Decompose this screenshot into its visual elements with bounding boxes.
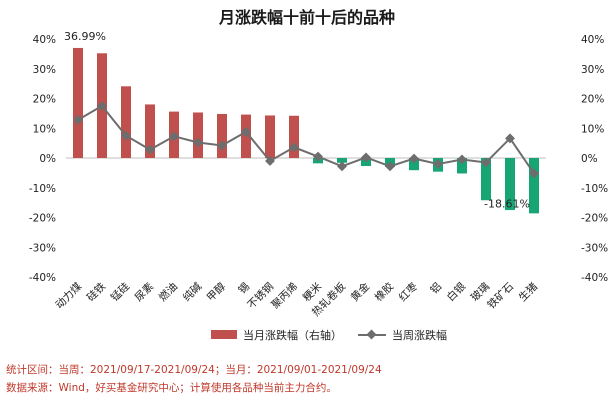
left-tick-label: 0% [39,153,56,165]
left-tick-label: -20% [29,213,56,225]
line-point [505,133,515,144]
category-label: 锡 [236,280,253,297]
line-point [409,153,419,164]
footer-source: 数据来源：Wind，好买基金研究中心；计算使用各品种当前主力合约。 [6,382,337,394]
legend-line-label: 当周涨跌幅 [392,328,447,342]
category-label: 橡胶 [372,280,396,304]
right-tick-label: 40% [581,34,604,46]
footer-period: 统计区间：当周：2021/09/17-2021/09/24；当月：2021/09… [6,364,382,376]
line-point [481,157,491,168]
line-point [217,140,227,151]
line-point [97,100,107,111]
bar [217,113,227,158]
category-label: 动力煤 [53,280,85,312]
left-axis: -40% -30% -20% -10% 0% 10% 20% 30% 40% [29,34,56,284]
line-point [433,159,443,169]
category-label: 纯碱 [180,280,204,304]
legend-bar-label: 当月涨跌幅（右轴） [243,328,342,342]
left-tick-label: -30% [29,242,56,254]
bar [337,158,347,163]
line-point [193,137,203,148]
category-label: 红枣 [396,280,420,304]
data-label-min: -18.61% [484,197,530,210]
line-point [457,154,467,165]
bar [265,115,275,158]
right-tick-label: 10% [581,123,604,135]
legend-line-marker [366,329,377,340]
category-label: 尿素 [132,280,156,304]
bar [481,158,491,201]
right-tick-label: -40% [581,272,608,284]
line-point [265,156,275,166]
category-axis: 动力煤 硅铁 锰硅 尿素 燃油 纯碱 甲醇 锡不锈钢聚丙烯 粳米热轧卷板 黄金 橡胶 红枣铝白银 玻璃铁… [53,280,541,319]
legend: 当月涨跌幅（右轴） 当周涨跌幅 [211,328,447,342]
right-tick-label: 0% [581,153,598,165]
category-label: 燃油 [156,280,180,304]
bar [145,104,155,158]
bar [409,158,419,171]
category-label: 不锈钢 [245,280,276,311]
left-tick-label: 30% [33,64,56,76]
line-series [73,100,539,179]
left-tick-label: -40% [29,272,56,284]
line-point [121,130,131,141]
legend-bar-swatch [211,330,237,339]
bar [457,158,467,174]
category-label: 甲醇 [204,280,228,304]
line-point [289,142,299,153]
category-label: 铝 [428,280,445,297]
data-label-max: 36.99% [64,30,106,43]
category-label: 聚丙烯 [269,280,301,312]
chart-title: 月涨跌幅十前十后的品种 [218,8,395,27]
right-tick-label: -20% [581,213,608,225]
bar [193,112,203,158]
category-label: 生猪 [516,280,540,304]
right-tick-label: -10% [581,183,608,195]
right-tick-label: 20% [581,94,604,106]
category-label: 黄金 [348,280,372,304]
category-label: 白银 [444,280,468,304]
bar-series [73,47,539,214]
bar [505,158,515,211]
line-point [529,168,539,179]
bar [289,115,299,158]
line-point [313,151,323,162]
line-point [385,161,395,172]
category-label: 锰硅 [108,280,132,304]
category-label: 硅铁 [84,280,108,304]
line-point [241,126,251,137]
right-axis: -40% -30% -20% -10% 0% 10% 20% 30% 40% [581,34,608,284]
line-point [145,144,155,155]
left-tick-label: 10% [33,123,56,135]
right-tick-label: -30% [581,242,608,254]
left-tick-label: 40% [33,34,56,46]
bar [121,86,131,158]
line-point [361,152,371,163]
left-tick-label: 20% [33,94,56,106]
line-point [169,131,179,142]
category-label: 铁矿石 [485,280,516,311]
line-point [337,161,347,172]
right-tick-label: 30% [581,64,604,76]
bar [73,47,83,158]
line-point [73,114,83,125]
left-tick-label: -10% [29,183,56,195]
bar [529,158,539,214]
data-labels: 36.99% -18.61% [64,30,530,210]
